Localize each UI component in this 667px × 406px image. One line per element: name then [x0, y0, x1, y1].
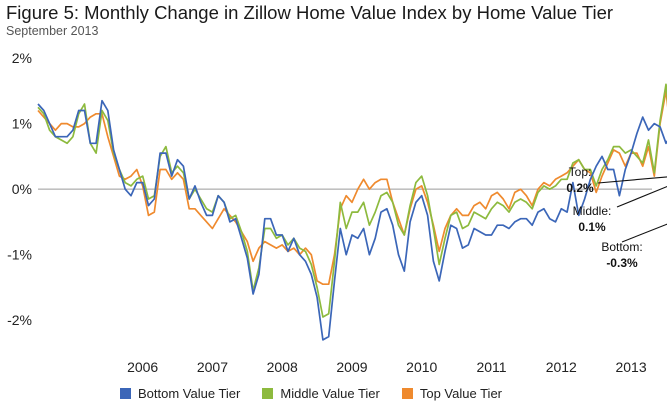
x-tick-label: 2009	[336, 359, 367, 375]
series-line-bottom	[37, 99, 667, 341]
annotation-bottom-label: Bottom:	[601, 240, 642, 254]
y-tick-label: 1%	[12, 116, 32, 132]
chart-title: Figure 5: Monthly Change in Zillow Home …	[6, 2, 614, 23]
legend: Bottom Value Tier Middle Value Tier Top …	[120, 384, 524, 402]
y-tick-label: -2%	[7, 312, 32, 328]
y-axis: 2% 1% 0% -1% -2%	[7, 50, 32, 328]
legend-swatch-middle	[262, 387, 274, 399]
x-tick-label: 2006	[127, 359, 158, 375]
y-tick-label: 2%	[12, 50, 32, 66]
annotation-top-label: Top:	[569, 165, 592, 179]
legend-label-top: Top Value Tier	[419, 385, 502, 401]
x-tick-label: 2010	[406, 359, 437, 375]
legend-swatch-top	[401, 387, 413, 399]
annotation-middle-label: Middle:	[573, 204, 612, 218]
series-line-middle	[37, 83, 667, 318]
y-tick-label: 0%	[12, 181, 32, 197]
chart-subtitle: September 2013	[6, 24, 99, 38]
annotation-bottom-arrow	[621, 223, 667, 243]
y-tick-label: -1%	[7, 247, 32, 263]
legend-label-middle: Middle Value Tier	[280, 385, 380, 401]
x-tick-label: 2011	[476, 359, 506, 375]
series-group	[37, 83, 667, 341]
legend-label-bottom: Bottom Value Tier	[138, 385, 241, 401]
legend-item-bottom: Bottom Value Tier	[120, 386, 240, 401]
annotation-top-arrow	[597, 176, 667, 184]
annotation-bottom-value: -0.3%	[606, 256, 638, 270]
annotations: Top: 0.2% Middle: 0.1% Bottom: -0.3%	[566, 165, 667, 270]
line-chart: 2% 1% 0% -1% -2% 2006 2007 2008 2009 2010 2011 201…	[7, 50, 667, 375]
x-tick-label: 2012	[546, 359, 577, 375]
annotation-middle-arrow	[616, 185, 667, 208]
legend-swatch-bottom	[120, 387, 131, 399]
x-tick-label: 2007	[197, 359, 228, 375]
annotation-top-value: 0.2%	[566, 181, 594, 195]
legend-item-top: Top Value Tier	[401, 385, 502, 401]
legend-item-middle: Middle Value Tier	[262, 385, 380, 401]
annotation-middle-value: 0.1%	[578, 220, 606, 234]
x-axis: 2006 2007 2008 2009 2010 2011 2012 2013	[127, 359, 647, 375]
x-tick-label: 2013	[615, 359, 646, 375]
x-tick-label: 2008	[267, 359, 298, 375]
